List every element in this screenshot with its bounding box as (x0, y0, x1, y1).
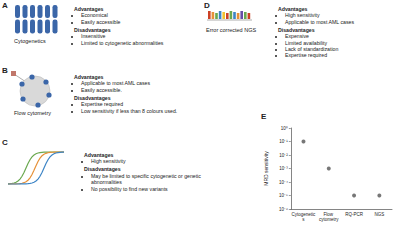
html-text:Disadvantages: Disadvantages (74, 94, 111, 101)
svg-text:Flow: Flow (323, 212, 335, 217)
html-text:Advantages: Advantages (74, 6, 104, 12)
svg-text:cytometry: cytometry (319, 217, 339, 222)
svg-text:10⁰: 10⁰ (281, 126, 288, 131)
svg-text:10⁻⁴: 10⁻⁴ (279, 180, 288, 185)
html-text:Disadvantages: Disadvantages (74, 26, 111, 33)
html-text:Limited to cytogenetic abnorma: Limited to cytogenetic abnormalities (81, 39, 164, 46)
html-text:May be limited to specific cyt: May be limited to specific cytogenetic o… (91, 172, 201, 186)
html-text:Expertise required: Expertise required (81, 101, 124, 108)
svg-text:NGS: NGS (374, 212, 384, 217)
html-text:Flow cytometry: Flow cytometry (14, 110, 51, 116)
html-text:Limited availability: Limited availability (285, 39, 328, 46)
svg-text:10⁻²: 10⁻² (279, 153, 288, 158)
html-text:Applicable to most AML cases: Applicable to most AML cases (81, 80, 150, 87)
html-text:Expertise required: Expertise required (285, 52, 328, 59)
html-text:C: C (2, 138, 8, 147)
html-text:Insensitive: Insensitive (81, 33, 106, 40)
html-text:Expensive: Expensive (285, 33, 309, 40)
html-text:Disadvantages: Disadvantages (278, 26, 315, 33)
html-text:Error corrected NGS: Error corrected NGS (206, 27, 257, 33)
html-text:Applicable to most AML cases: Applicable to most AML cases (285, 18, 354, 25)
html-text:E: E (261, 112, 267, 121)
html-text:Lack of standardization: Lack of standardization (285, 45, 339, 52)
svg-text:10⁻³: 10⁻³ (279, 166, 288, 171)
html-text:Disadvantages: Disadvantages (84, 166, 121, 173)
html-text:Easily accessible: Easily accessible (81, 18, 121, 25)
html-text:Advantages: Advantages (74, 74, 104, 80)
svg-text:10⁻⁵: 10⁻⁵ (279, 193, 288, 198)
html-text:Advantages: Advantages (278, 6, 308, 12)
html-text:Low sensitivity if less than 8: Low sensitivity if less than 8 colours u… (81, 107, 178, 114)
html-text:High sensitivity: High sensitivity (285, 12, 320, 19)
html-text:Cytogenetics: Cytogenetics (14, 38, 46, 44)
html-text:Easily accessible.: Easily accessible. (81, 86, 122, 93)
html-text:B: B (2, 66, 8, 75)
svg-text:RQ-PCR: RQ-PCR (345, 212, 363, 217)
svg-text:s: s (302, 217, 305, 222)
html-text:Economical: Economical (81, 12, 108, 19)
svg-text:10⁻⁶: 10⁻⁶ (279, 207, 288, 212)
html-text:A: A (2, 1, 8, 10)
html-text:No possibility to find new var: No possibility to find new variants (91, 185, 168, 192)
html-text:Advantages: Advantages (84, 152, 114, 158)
html-text:D: D (204, 1, 210, 10)
svg-text:10⁻¹: 10⁻¹ (279, 139, 288, 144)
svg-text:Cytogenetic: Cytogenetic (291, 212, 316, 217)
svg-text:MRD sensitivity: MRD sensitivity (263, 151, 269, 186)
html-text:High sensitivity: High sensitivity (91, 158, 126, 165)
